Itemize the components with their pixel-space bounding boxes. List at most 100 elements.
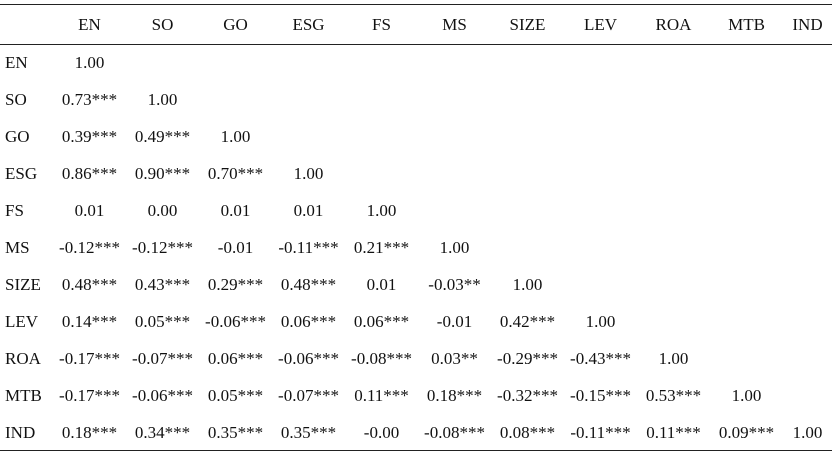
row-header: SIZE	[5, 274, 41, 294]
correlation-cell: 0.11***	[354, 385, 409, 405]
correlation-cell	[199, 81, 272, 118]
correlation-cell	[710, 340, 783, 377]
correlation-cell	[564, 44, 637, 81]
correlation-cell	[126, 44, 199, 81]
correlation-cell: -0.17***	[59, 348, 120, 368]
correlation-cell: 0.42***	[499, 311, 556, 331]
correlation-cell	[783, 118, 832, 155]
correlation-cell: 0.14***	[61, 311, 118, 331]
correlation-cell: -0.17***	[59, 385, 120, 405]
table-row: IND 0.18*** 0.34*** 0.35*** 0.35*** -0.00 -0.0…	[0, 414, 832, 451]
correlation-cell	[491, 44, 564, 81]
correlation-cell: -0.08***	[351, 348, 412, 368]
column-header: SIZE	[509, 14, 546, 34]
correlation-cell: -0.12***	[59, 237, 120, 257]
row-header: MTB	[5, 385, 42, 405]
correlation-cell: 1.00	[293, 163, 324, 183]
correlation-cell	[710, 229, 783, 266]
row-header: ROA	[5, 348, 41, 368]
column-header: FS	[372, 14, 391, 34]
correlation-cell	[637, 229, 710, 266]
correlation-cell: -0.03**	[428, 274, 481, 294]
column-header: LEV	[583, 14, 618, 34]
table-row: FS 0.01 0.00 0.01 0.01 1.00	[0, 192, 832, 229]
correlation-cell	[783, 44, 832, 81]
correlation-cell	[783, 303, 832, 340]
correlation-cell: 0.90***	[134, 163, 191, 183]
correlation-cell	[491, 155, 564, 192]
correlation-matrix-table: EN SO GO ESG FS MS SIZE LEV ROA MTB IND …	[0, 5, 832, 451]
correlation-cell: 0.86***	[61, 163, 118, 183]
row-header: GO	[5, 126, 30, 146]
column-header: ESG	[292, 14, 325, 34]
correlation-cell	[637, 303, 710, 340]
table-row: GO 0.39*** 0.49*** 1.00	[0, 118, 832, 155]
correlation-cell	[418, 44, 491, 81]
correlation-cell: 0.29***	[207, 274, 264, 294]
correlation-cell	[783, 340, 832, 377]
correlation-cell	[783, 155, 832, 192]
table-body: EN 1.00 SO 0.73*** 1.00 GO 0.39*** 0.49*** 1.00 E…	[0, 44, 832, 451]
correlation-cell: 1.00	[512, 274, 543, 294]
correlation-cell: 0.35***	[280, 422, 337, 442]
table-header-rule	[0, 44, 832, 45]
correlation-cell	[345, 155, 418, 192]
correlation-cell	[637, 118, 710, 155]
correlation-cell: 0.09***	[718, 422, 775, 442]
correlation-cell: -0.06***	[132, 385, 193, 405]
correlation-cell: 0.01	[74, 200, 105, 220]
correlation-cell: 0.00	[147, 200, 178, 220]
correlation-cell	[564, 229, 637, 266]
correlation-cell: 1.00	[220, 126, 251, 146]
correlation-cell: 0.18***	[426, 385, 483, 405]
correlation-cell	[564, 192, 637, 229]
correlation-cell: 0.43***	[134, 274, 191, 294]
correlation-cell: 0.49***	[134, 126, 191, 146]
correlation-cell	[199, 44, 272, 81]
correlation-cell: 0.08***	[499, 422, 556, 442]
correlation-cell: 0.05***	[207, 385, 264, 405]
correlation-cell	[418, 155, 491, 192]
correlation-cell: 1.00	[585, 311, 616, 331]
correlation-cell: 0.01	[220, 200, 251, 220]
correlation-cell: 1.00	[366, 200, 397, 220]
correlation-cell: 1.00	[147, 89, 178, 109]
correlation-cell: 0.35***	[207, 422, 264, 442]
row-header: LEV	[5, 311, 39, 331]
correlation-cell: 0.06***	[207, 348, 264, 368]
correlation-cell	[272, 118, 345, 155]
correlation-cell: -0.15***	[570, 385, 631, 405]
correlation-cell	[710, 192, 783, 229]
correlation-cell	[710, 118, 783, 155]
correlation-cell: 0.05***	[134, 311, 191, 331]
table-row: ROA -0.17*** -0.07*** 0.06*** -0.06*** -0.08*…	[0, 340, 832, 377]
correlation-cell: -0.32***	[497, 385, 558, 405]
correlation-cell	[345, 81, 418, 118]
row-header: SO	[5, 89, 27, 109]
correlation-cell	[637, 266, 710, 303]
correlation-cell: -0.08***	[424, 422, 485, 442]
correlation-cell: 0.39***	[61, 126, 118, 146]
correlation-cell	[710, 44, 783, 81]
correlation-cell	[564, 81, 637, 118]
correlation-cell: 0.48***	[280, 274, 337, 294]
correlation-cell: 0.06***	[280, 311, 337, 331]
column-header: MTB	[728, 14, 765, 34]
correlation-cell	[491, 229, 564, 266]
correlation-cell: 1.00	[74, 52, 105, 72]
correlation-cell	[418, 81, 491, 118]
correlation-cell	[491, 81, 564, 118]
table-row: MTB -0.17*** -0.06*** 0.05*** -0.07*** 0.11**…	[0, 377, 832, 414]
column-header: ROA	[655, 14, 692, 34]
correlation-cell: 0.70***	[207, 163, 264, 183]
correlation-cell: -0.11***	[278, 237, 339, 257]
correlation-cell	[418, 118, 491, 155]
correlation-cell: 0.11***	[646, 422, 701, 442]
correlation-cell: 0.53***	[645, 385, 702, 405]
correlation-cell	[710, 266, 783, 303]
correlation-cell: 1.00	[658, 348, 689, 368]
correlation-cell	[491, 192, 564, 229]
correlation-cell	[345, 118, 418, 155]
correlation-cell	[783, 266, 832, 303]
table-row: ESG 0.86*** 0.90*** 0.70*** 1.00	[0, 155, 832, 192]
